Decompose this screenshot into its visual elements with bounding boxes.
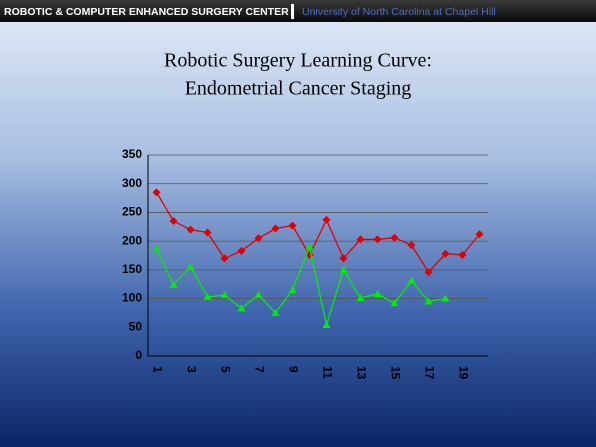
x-tick-label: 7 [252,366,266,373]
x-tick-label: 13 [354,366,368,380]
y-tick-label: 0 [135,348,142,362]
slide: ROBOTIC & COMPUTER ENHANCED SURGERY CENT… [0,0,596,447]
y-tick-label: 350 [122,147,142,161]
header-left: ROBOTIC & COMPUTER ENHANCED SURGERY CENT… [4,6,289,18]
header-right: University of North Carolina at Chapel H… [302,6,496,18]
x-tick-label: 17 [422,366,436,380]
x-tick-label: 9 [286,366,300,373]
y-tick-label: 100 [122,291,142,305]
x-tick-label: 5 [218,366,232,373]
chart-subtitle: Endometrial Cancer Staging [185,78,412,100]
x-tick-label: 1 [150,366,164,373]
x-tick-label: 15 [388,366,402,380]
header-separator [291,4,294,19]
y-tick-label: 150 [122,262,142,276]
x-tick-label: 11 [320,366,334,379]
x-tick-label: 3 [184,366,198,373]
chart-title: Robotic Surgery Learning Curve: [164,50,432,72]
y-tick-label: 50 [129,319,143,333]
y-tick-label: 200 [122,233,142,247]
y-tick-label: 250 [122,205,142,219]
y-tick-label: 300 [122,176,142,190]
x-tick-label: 19 [456,366,470,380]
